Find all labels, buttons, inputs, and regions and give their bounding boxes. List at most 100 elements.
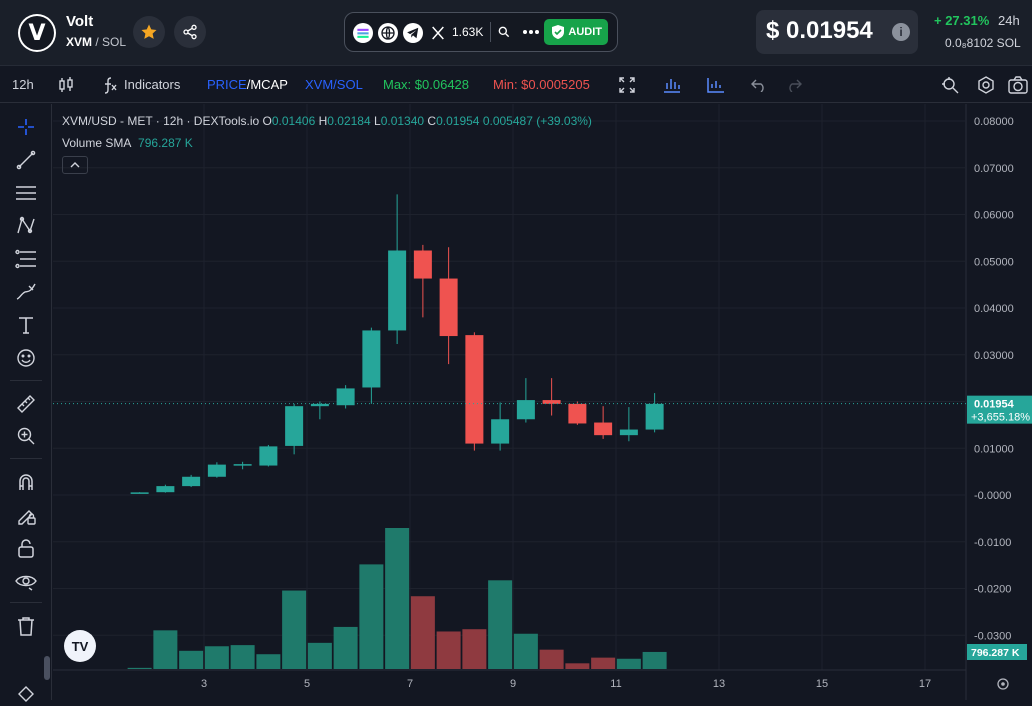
interval-button[interactable]: 12h [12, 77, 34, 92]
shield-check-icon [552, 25, 564, 39]
legend-title: XVM/USD - MET · 12h · DEXTools.io [62, 114, 260, 128]
price-mcap-toggle[interactable]: PRICE/MCAP [207, 77, 288, 92]
candle-body [619, 429, 638, 436]
axis-settings-icon[interactable] [997, 678, 1009, 690]
time-axis-label: 7 [407, 678, 413, 690]
bar-chart-icon[interactable] [662, 75, 682, 95]
pair-toggle[interactable]: XVM/SOL [305, 77, 363, 92]
volume-bar [333, 626, 358, 669]
volume-bar [230, 645, 255, 669]
pattern-tool-icon[interactable] [14, 214, 38, 238]
chart-toolbar: 12h Indicators PRICE/MCAP XVM/SOL Max: $… [0, 67, 1032, 103]
legend-low: 0.01340 [380, 114, 425, 128]
pill-divider [490, 22, 491, 42]
current-price: $ 0.01954 [766, 17, 873, 44]
volume-sma-label: Volume SMA [62, 136, 131, 150]
trend-line-tool-icon[interactable] [14, 148, 38, 172]
toolbar-scroll-handle[interactable] [44, 656, 50, 680]
crosshair-tool-icon[interactable] [14, 115, 38, 139]
legend-close: 0.01954 [436, 114, 480, 128]
mcap-toggle-label: /MCAP [246, 77, 288, 92]
collapse-legend-button[interactable] [62, 156, 88, 174]
candle-body [182, 476, 201, 487]
x-twitter-icon[interactable] [428, 23, 448, 43]
telegram-icon[interactable] [403, 23, 423, 43]
share-icon [183, 24, 197, 40]
emoji-tool-icon[interactable] [14, 346, 38, 370]
candle-type-icon[interactable] [56, 75, 76, 95]
base-symbol: XVM [66, 35, 93, 49]
candle-body [310, 403, 329, 407]
volume-bar [385, 528, 410, 669]
camera-icon[interactable] [1008, 75, 1028, 95]
time-axis-label: 15 [816, 678, 828, 690]
price-axis-label: 0.01000 [974, 443, 1014, 455]
volume-bar [488, 580, 513, 669]
website-globe-icon[interactable] [378, 23, 398, 43]
brush-tool-icon[interactable] [14, 280, 38, 304]
settings-icon[interactable] [976, 75, 996, 95]
time-axis-label: 5 [304, 678, 310, 690]
fib-retracement-tool-icon[interactable] [14, 247, 38, 271]
price-axis-label: -0.0000 [974, 490, 1011, 502]
social-links: 1.63K AUDIT [344, 12, 618, 52]
horizontal-lines-tool-icon[interactable] [14, 181, 38, 205]
info-icon[interactable]: i [892, 23, 910, 41]
candle-body [568, 403, 587, 424]
chart-legend-ohlc: XVM/USD - MET · 12h · DEXTools.io O0.014… [62, 114, 592, 128]
undo-icon[interactable] [749, 75, 769, 95]
magnet-tool-icon[interactable] [14, 470, 38, 494]
legend-low-label: L [374, 114, 381, 128]
legend-open: 0.01406 [271, 114, 316, 128]
legend-open-label: O [262, 114, 272, 128]
share-button[interactable] [174, 16, 206, 48]
price-axis-label: -0.0300 [974, 630, 1011, 642]
volume-sma-tag [967, 644, 1027, 660]
indicators-fx-icon[interactable] [100, 75, 120, 95]
star-icon [141, 24, 157, 39]
search-icon[interactable] [494, 22, 514, 42]
candle-body [439, 278, 458, 337]
time-axis-label: 13 [713, 678, 725, 690]
candle-body [130, 492, 149, 494]
stats-chart-icon[interactable] [706, 75, 726, 95]
audit-button[interactable]: AUDIT [544, 19, 608, 45]
volume-bar [282, 590, 307, 669]
max-price: Max: $0.06428 [383, 77, 470, 92]
price-in-sol: 0.0₈8102 SOL [945, 36, 1021, 50]
favorite-button[interactable] [133, 16, 165, 48]
text-tool-icon[interactable] [14, 313, 38, 337]
tools-divider [10, 602, 42, 603]
lock-icon[interactable] [14, 536, 38, 560]
volume-bar [307, 642, 332, 669]
chain-icon[interactable] [353, 23, 373, 43]
volume-bar [616, 658, 641, 669]
candle-body [594, 422, 613, 436]
legend-close-label: C [427, 114, 437, 128]
tools-divider [10, 458, 42, 459]
time-axis-label: 17 [919, 678, 931, 690]
quote-symbol: / SOL [95, 35, 127, 49]
axis-settings-icon-dot [1001, 682, 1005, 686]
tradingview-logo[interactable]: TV [64, 630, 96, 662]
lock-drawing-tool-icon[interactable] [14, 503, 38, 527]
fullscreen-icon[interactable] [617, 75, 637, 95]
visibility-eye-icon[interactable] [14, 569, 38, 593]
volume-bar [410, 596, 435, 669]
price-axis-label: 0.05000 [974, 256, 1014, 268]
trash-icon[interactable] [14, 614, 38, 638]
redo-icon[interactable] [784, 75, 804, 95]
price-axis-label: 0.07000 [974, 163, 1014, 175]
last-price-change: +3,655.18% [971, 412, 1030, 424]
volume-bar [539, 649, 564, 669]
zoom-cursor-icon[interactable] [940, 75, 960, 95]
more-options-icon[interactable] [521, 22, 541, 42]
volume-bar [513, 633, 538, 669]
candle-body [156, 486, 175, 493]
last-price-value: 0.01954 [974, 399, 1015, 411]
zoom-in-tool-icon[interactable] [14, 424, 38, 448]
ruler-tool-icon[interactable] [14, 392, 38, 416]
indicators-button[interactable]: Indicators [124, 77, 181, 92]
time-axis-label: 11 [610, 678, 621, 690]
